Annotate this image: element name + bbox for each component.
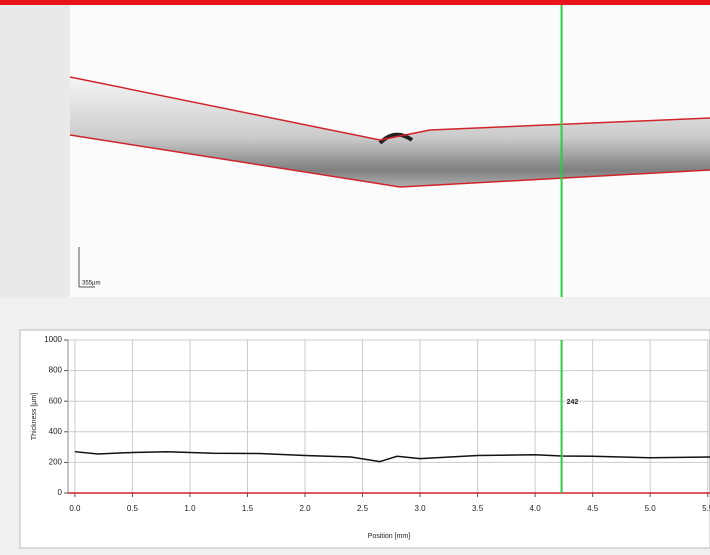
title-bar [0, 0, 710, 5]
side-panel [0, 5, 70, 297]
app: 355µm 0 200 400 600 800 1000 0.0 0.5 1.0 1.5 2.0 2.… [0, 0, 710, 550]
x-tick-label: 3.5 [472, 504, 484, 513]
cursor-value: 242 [567, 399, 579, 406]
y-tick-label: 1000 [44, 335, 62, 344]
x-tick-label: 0.0 [69, 504, 81, 513]
y-axis-label: Thickness [µm] [31, 393, 38, 440]
x-tick-label: 4.5 [587, 504, 599, 513]
y-tick-label: 800 [49, 366, 63, 375]
x-tick-label: 1.5 [242, 504, 254, 513]
oct-image: 355µm [70, 5, 710, 297]
y-tick-label: 0 [58, 488, 63, 497]
scale-label: 355µm [82, 281, 100, 287]
x-tick-label: 0.5 [127, 504, 139, 513]
y-tick-label: 600 [49, 396, 63, 405]
plot-area [68, 340, 710, 493]
y-tick-label: 200 [49, 458, 63, 467]
x-tick-label: 5.5 [702, 504, 710, 513]
page: 355µm 0 200 400 600 800 1000 0.0 0.5 1.0 1.5 2.0 2.… [0, 0, 710, 550]
x-tick-label: 1.0 [184, 504, 196, 513]
y-tick-label: 400 [49, 427, 63, 436]
x-tick-label: 2.0 [299, 504, 311, 513]
x-tick-label: 3.0 [415, 504, 427, 513]
x-tick-label: 2.5 [357, 504, 369, 513]
x-tick-label: 5.0 [645, 504, 657, 513]
x-tick-label: 4.0 [530, 504, 542, 513]
x-axis-label: Position [mm] [368, 533, 410, 540]
